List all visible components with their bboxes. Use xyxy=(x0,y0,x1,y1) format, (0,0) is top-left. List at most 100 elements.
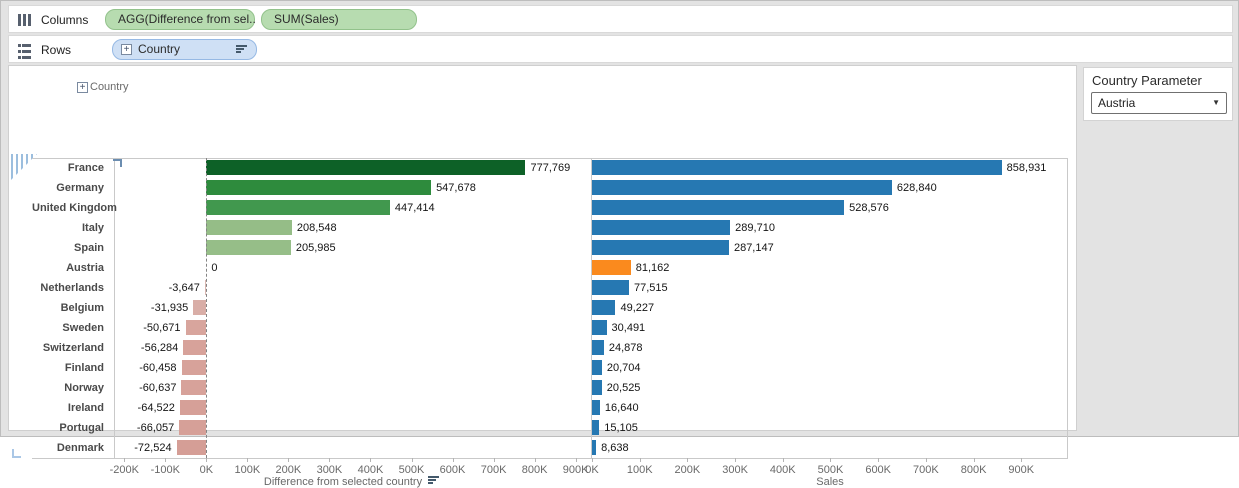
bar-value-label: 547,678 xyxy=(436,182,476,194)
bar-value-label: 24,878 xyxy=(608,342,643,354)
axis-tick-label: 400K xyxy=(357,464,384,476)
bar-value-label: 0 xyxy=(211,262,218,274)
axis-tick-label: 200K xyxy=(674,464,701,476)
country-parameter-dropdown[interactable]: Austria ▼ xyxy=(1091,92,1227,114)
bar[interactable] xyxy=(185,320,207,335)
bar[interactable] xyxy=(592,300,616,315)
bar[interactable] xyxy=(206,200,390,215)
bar-value-label: 20,704 xyxy=(606,362,641,374)
selection-corner-mark xyxy=(12,449,21,458)
row-label[interactable]: Sweden xyxy=(62,322,104,334)
row-label[interactable]: Portugal xyxy=(59,422,104,434)
axis-tick xyxy=(735,458,737,462)
axis-tick xyxy=(370,458,372,462)
bar[interactable] xyxy=(592,320,607,335)
bar-value-label: 205,985 xyxy=(295,242,336,254)
bar[interactable] xyxy=(592,380,602,395)
difference-chart-pane: 777,769 547,678 447,414 208,548 205,985 0 -3,6… xyxy=(114,158,590,458)
worksheet-canvas: + Country France Germany United Kingdom Ita… xyxy=(8,65,1077,488)
bar[interactable] xyxy=(176,440,207,455)
pill-label: SUM(Sales) xyxy=(274,12,339,26)
axis-tick-label: 600K xyxy=(865,464,892,476)
axis-tick-label: -200K xyxy=(109,464,139,476)
sort-descending-icon[interactable] xyxy=(236,44,248,55)
bar[interactable] xyxy=(592,400,600,415)
pill-agg-difference[interactable]: AGG(Difference from sel.. xyxy=(105,9,256,30)
bar[interactable] xyxy=(183,340,207,355)
bar[interactable] xyxy=(592,220,731,235)
bar[interactable] xyxy=(592,160,1002,175)
bar[interactable] xyxy=(592,420,600,435)
bar[interactable] xyxy=(206,180,432,195)
row-label[interactable]: Spain xyxy=(74,242,104,254)
bar[interactable] xyxy=(592,200,845,215)
bar[interactable] xyxy=(206,160,526,175)
bar-value-label: -60,458 xyxy=(139,362,177,374)
bar[interactable] xyxy=(181,360,207,375)
bar-value-label: 628,840 xyxy=(896,182,937,194)
bar[interactable] xyxy=(592,240,729,255)
bar[interactable] xyxy=(204,280,207,295)
row-label[interactable]: France xyxy=(67,162,104,174)
bar[interactable] xyxy=(193,300,207,315)
axis-sort-icon[interactable] xyxy=(428,476,440,486)
rows-shelf-label: Rows xyxy=(41,43,72,57)
sales-axis-title[interactable]: Sales xyxy=(816,476,844,488)
pill-country[interactable]: + Country xyxy=(112,39,257,60)
bar[interactable] xyxy=(592,440,597,455)
row-label[interactable]: Switzerland xyxy=(42,342,104,354)
row-label[interactable]: Germany xyxy=(56,182,104,194)
difference-axis-title[interactable]: Difference from selected country xyxy=(114,476,590,488)
bar[interactable] xyxy=(179,400,207,415)
row-label[interactable]: Ireland xyxy=(67,402,104,414)
bar-value-label: -72,524 xyxy=(134,442,172,454)
bar-value-label: -31,935 xyxy=(150,302,189,314)
bar[interactable] xyxy=(206,220,292,235)
axis-tick xyxy=(247,458,249,462)
axis-tick-label: 300K xyxy=(316,464,343,476)
axis-tick xyxy=(124,458,126,462)
bar-value-label: -66,057 xyxy=(136,422,175,434)
row-label[interactable]: Belgium xyxy=(60,302,104,314)
bar[interactable] xyxy=(592,180,892,195)
zero-reference-line xyxy=(206,158,207,458)
bar-value-label: 528,576 xyxy=(849,202,889,214)
columns-icon xyxy=(18,14,31,26)
row-label[interactable]: Norway xyxy=(64,382,104,394)
bar[interactable] xyxy=(592,280,629,295)
rows-shelf[interactable]: Rows + Country xyxy=(8,35,1233,63)
country-parameter-card: Country Parameter Austria ▼ xyxy=(1083,67,1233,121)
pill-sum-sales[interactable]: SUM(Sales) xyxy=(261,9,417,30)
axis-tick xyxy=(206,458,208,462)
bar-value-label: -3,647 xyxy=(168,282,200,294)
columns-shelf[interactable]: Columns AGG(Difference from sel.. SUM(Sa… xyxy=(8,5,1233,33)
bar-value-label: 16,640 xyxy=(604,402,639,414)
bar[interactable] xyxy=(592,340,604,355)
bar-value-label: -64,522 xyxy=(137,402,175,414)
rows-field-header[interactable]: + Country xyxy=(77,81,129,93)
selection-corner-mark xyxy=(113,159,122,167)
axis-tick xyxy=(830,458,832,462)
axis-tick-label: 600K xyxy=(439,464,466,476)
row-label[interactable]: Denmark xyxy=(56,442,104,454)
row-label[interactable]: United Kingdom xyxy=(32,202,117,214)
expand-plus-icon[interactable]: + xyxy=(77,81,88,93)
row-label[interactable]: Italy xyxy=(81,222,104,234)
bar-value-label: 30,491 xyxy=(611,322,646,334)
bar[interactable] xyxy=(179,420,207,435)
bar[interactable] xyxy=(181,380,207,395)
axis-tick-label: 800K xyxy=(521,464,548,476)
row-label[interactable]: Austria xyxy=(66,262,104,274)
row-label[interactable]: Netherlands xyxy=(40,282,104,294)
bar[interactable] xyxy=(206,240,291,255)
axis-tick-label: 500K xyxy=(398,464,425,476)
bar[interactable] xyxy=(592,260,631,275)
axis-tick-label: 700K xyxy=(480,464,507,476)
bar[interactable] xyxy=(592,360,602,375)
row-label[interactable]: Finland xyxy=(64,362,104,374)
axis-tick xyxy=(411,458,413,462)
axis-tick xyxy=(575,458,577,462)
expand-plus-icon[interactable]: + xyxy=(121,44,132,55)
axis-tick xyxy=(493,458,495,462)
rows-field-label: Country xyxy=(90,81,129,93)
